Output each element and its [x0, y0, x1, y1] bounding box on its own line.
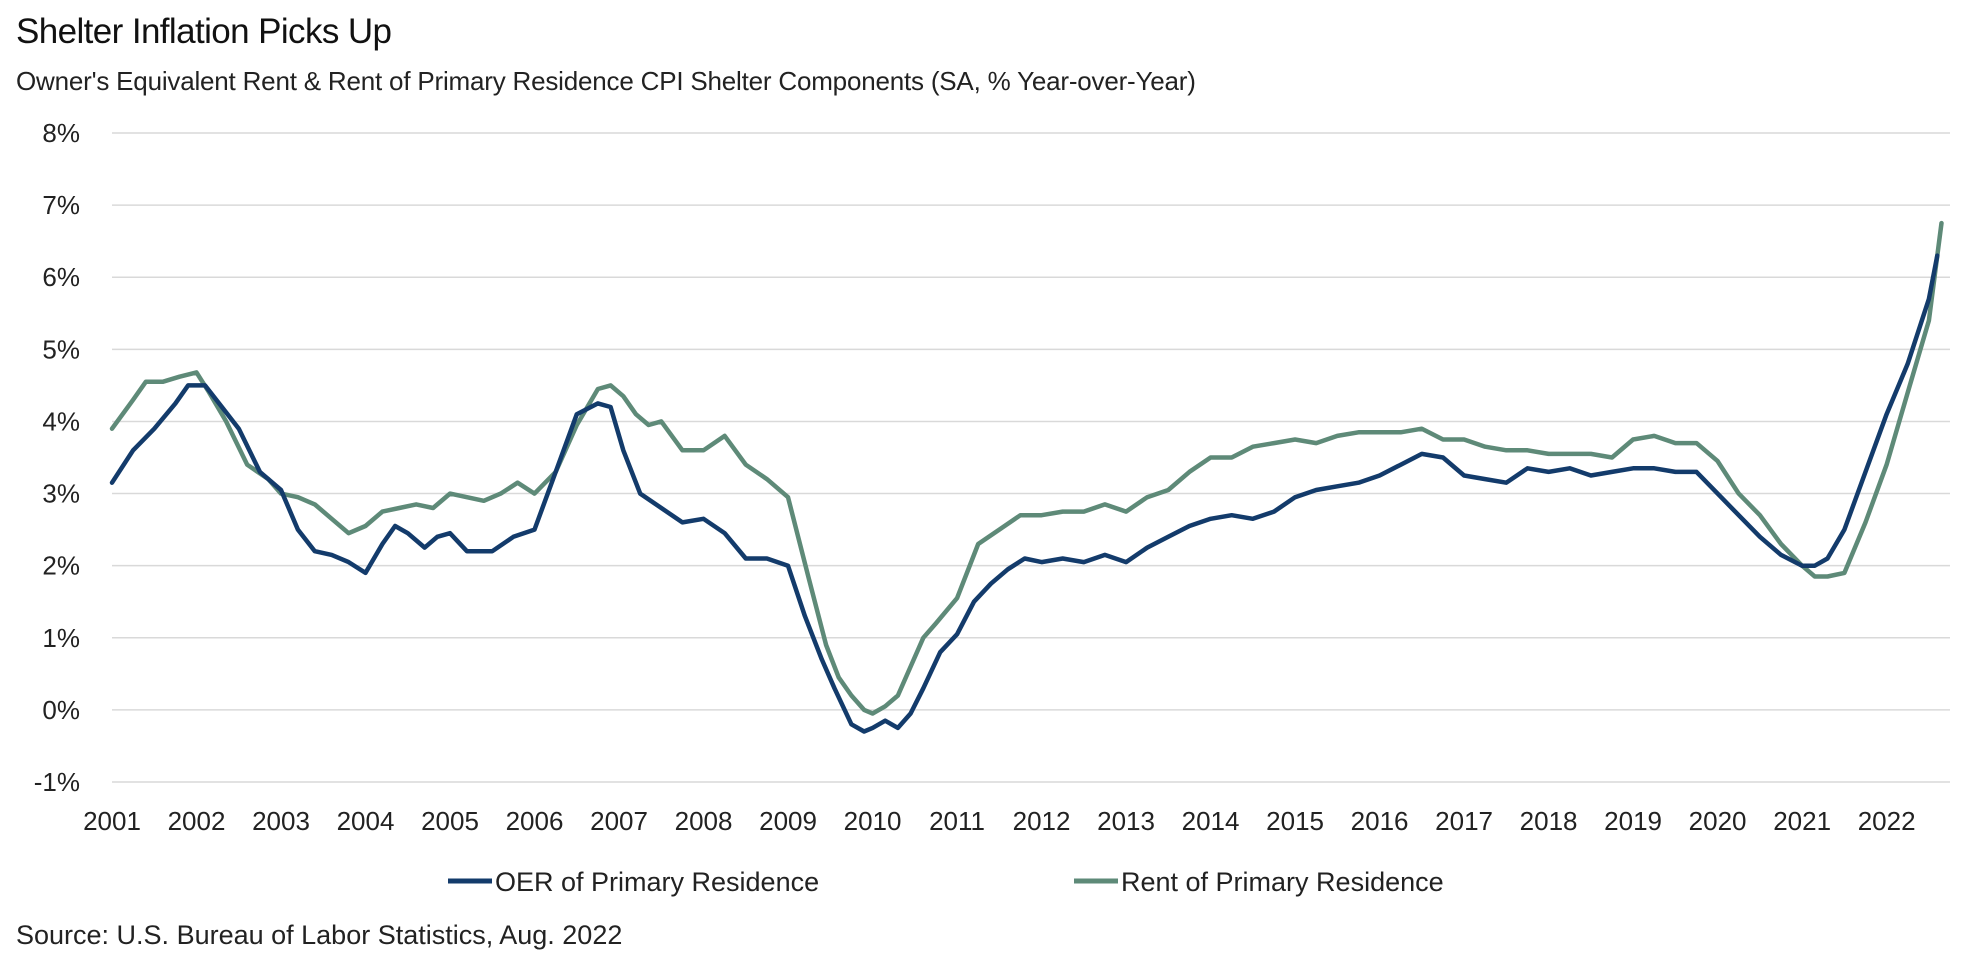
x-tick-label: 2001 — [83, 806, 141, 836]
x-tick-label: 2008 — [675, 806, 733, 836]
x-tick-label: 2003 — [252, 806, 310, 836]
y-tick-label: 3% — [42, 479, 80, 509]
x-tick-label: 2020 — [1689, 806, 1747, 836]
y-axis-ticks: -1% 0% 1% 2% 3% 4% 5% 6% 7% 8% — [34, 118, 80, 797]
x-tick-label: 2014 — [1182, 806, 1240, 836]
y-tick-label: 0% — [42, 695, 80, 725]
x-tick-label: 2007 — [590, 806, 648, 836]
y-tick-label: -1% — [34, 767, 80, 797]
y-tick-label: 1% — [42, 623, 80, 653]
series-line-rent — [109, 220, 1944, 716]
x-tick-label: 2018 — [1520, 806, 1578, 836]
gridlines — [112, 132, 1950, 783]
x-axis-ticks: 2001 2002 2003 2004 2005 2006 2007 2008 2009 2010… — [83, 806, 1915, 836]
series-lines — [109, 220, 1944, 734]
x-tick-label: 2005 — [421, 806, 479, 836]
x-tick-label: 2006 — [506, 806, 564, 836]
x-tick-label: 2021 — [1773, 806, 1831, 836]
y-tick-label: 6% — [42, 262, 80, 292]
x-tick-label: 2004 — [337, 806, 395, 836]
source-note: Source: U.S. Bureau of Labor Statistics,… — [16, 920, 623, 950]
x-tick-label: 2010 — [844, 806, 902, 836]
x-tick-label: 2017 — [1435, 806, 1493, 836]
legend-label-rent: Rent of Primary Residence — [1121, 867, 1444, 897]
legend-label-oer: OER of Primary Residence — [495, 867, 819, 897]
y-tick-label: 7% — [42, 190, 80, 220]
y-tick-label: 2% — [42, 551, 80, 581]
x-tick-label: 2019 — [1604, 806, 1662, 836]
series-line-oer — [109, 253, 1940, 734]
x-tick-label: 2013 — [1097, 806, 1155, 836]
y-tick-label: 4% — [42, 406, 80, 436]
x-tick-label: 2002 — [168, 806, 226, 836]
x-tick-label: 2012 — [1013, 806, 1071, 836]
y-tick-label: 8% — [42, 118, 80, 148]
x-tick-label: 2011 — [929, 806, 985, 836]
chart-subtitle: Owner's Equivalent Rent & Rent of Primar… — [16, 66, 1196, 96]
chart-title: Shelter Inflation Picks Up — [16, 12, 392, 51]
y-tick-label: 5% — [42, 334, 80, 364]
x-tick-label: 2016 — [1351, 806, 1409, 836]
x-tick-label: 2015 — [1266, 806, 1324, 836]
x-tick-label: 2022 — [1858, 806, 1916, 836]
legend: OER of Primary Residence Rent of Primary… — [448, 867, 1444, 897]
x-tick-label: 2009 — [759, 806, 817, 836]
